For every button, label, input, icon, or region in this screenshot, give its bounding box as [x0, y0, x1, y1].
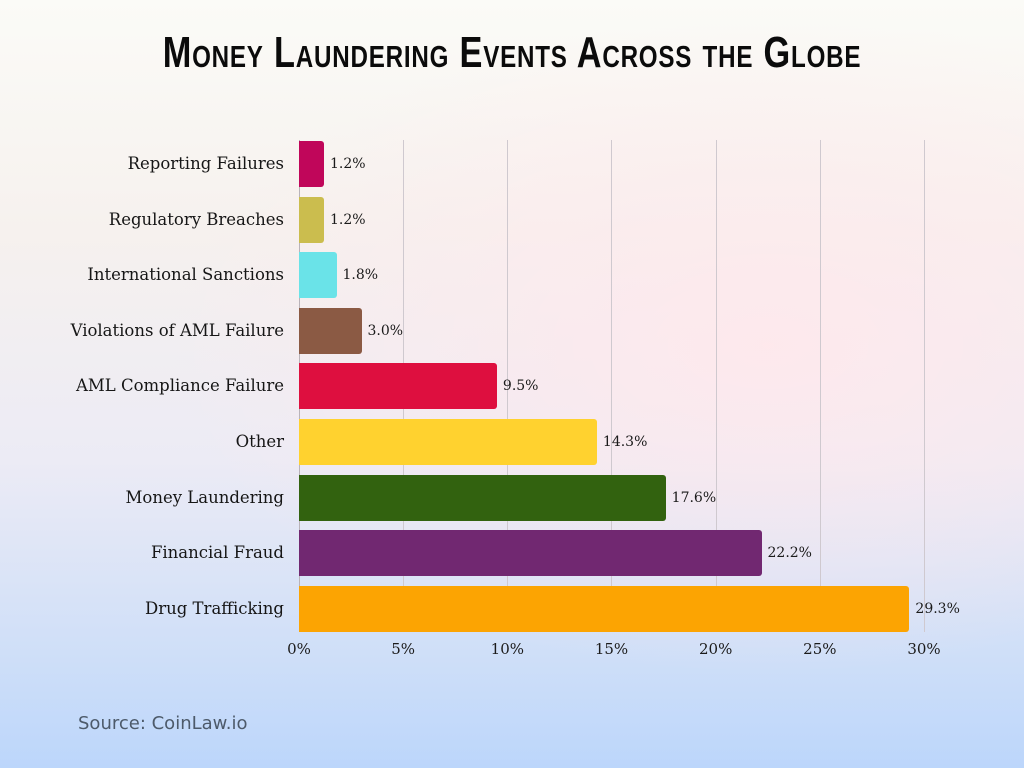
- bar: [299, 419, 597, 465]
- category-label: International Sanctions: [87, 265, 284, 285]
- source-note: Source: CoinLaw.io: [78, 713, 248, 734]
- bar-value-label: 22.2%: [767, 545, 812, 562]
- x-tick-label: 30%: [907, 640, 941, 658]
- bar-row: 9.5%: [299, 363, 924, 410]
- bar-row: 14.3%: [299, 419, 924, 465]
- bar: [299, 141, 324, 187]
- bar-value-label: 29.3%: [915, 600, 960, 617]
- x-tick-label: 5%: [391, 640, 416, 658]
- bar-row: 1.2%: [299, 141, 924, 187]
- bar-row: 29.3%: [299, 585, 960, 632]
- category-label: Reporting Failures: [127, 154, 284, 173]
- gridline-25: [820, 140, 821, 632]
- gridline-10: [507, 140, 508, 632]
- bar: [299, 530, 762, 577]
- x-tick-label: 25%: [803, 640, 837, 658]
- category-label: Drug Trafficking: [145, 598, 284, 618]
- gridline-15: [611, 140, 612, 632]
- bar-row: 17.6%: [299, 474, 924, 521]
- bar-value-label: 17.6%: [671, 489, 717, 506]
- bar: [299, 474, 666, 521]
- category-label: Financial Fraud: [150, 543, 284, 563]
- bar-value-label: 1.2%: [330, 211, 366, 228]
- bar-row: 3.0%: [299, 307, 924, 354]
- bar-value-label: 14.3%: [602, 434, 648, 450]
- x-tick-label: 10%: [490, 640, 524, 658]
- bar: [299, 196, 324, 243]
- category-label: Other: [235, 432, 284, 451]
- x-tick-label: 20%: [698, 640, 733, 658]
- bar-value-label: 1.2%: [330, 156, 366, 172]
- bar-value-label: 1.8%: [342, 267, 379, 284]
- category-label: AML Compliance Failure: [75, 376, 284, 396]
- chart-title: Money Laundering Events Across the Globe: [162, 28, 862, 77]
- gridline-20: [716, 140, 717, 632]
- bar: [299, 307, 362, 354]
- bar: [299, 585, 910, 632]
- bar-row: 1.2%: [299, 196, 924, 243]
- bar-row: 1.8%: [299, 252, 924, 299]
- bar: [299, 363, 497, 410]
- x-tick-label: 15%: [594, 640, 629, 658]
- category-label: Money Laundering: [125, 487, 284, 507]
- bar-value-label: 9.5%: [502, 378, 539, 395]
- category-label: Regulatory Breaches: [108, 209, 284, 229]
- category-label: Violations of AML Failure: [70, 320, 284, 340]
- bar-value-label: 3.0%: [367, 322, 404, 339]
- plot-area: 1.2% 1.2% 1.8% 3.0% 9.5% 14.3% 17.6% 22.2% 29.3%: [299, 140, 960, 632]
- bar-row: 22.2%: [299, 530, 924, 577]
- bar: [299, 252, 337, 299]
- x-tick-label: 0%: [287, 640, 311, 658]
- gridline-30: [924, 140, 925, 632]
